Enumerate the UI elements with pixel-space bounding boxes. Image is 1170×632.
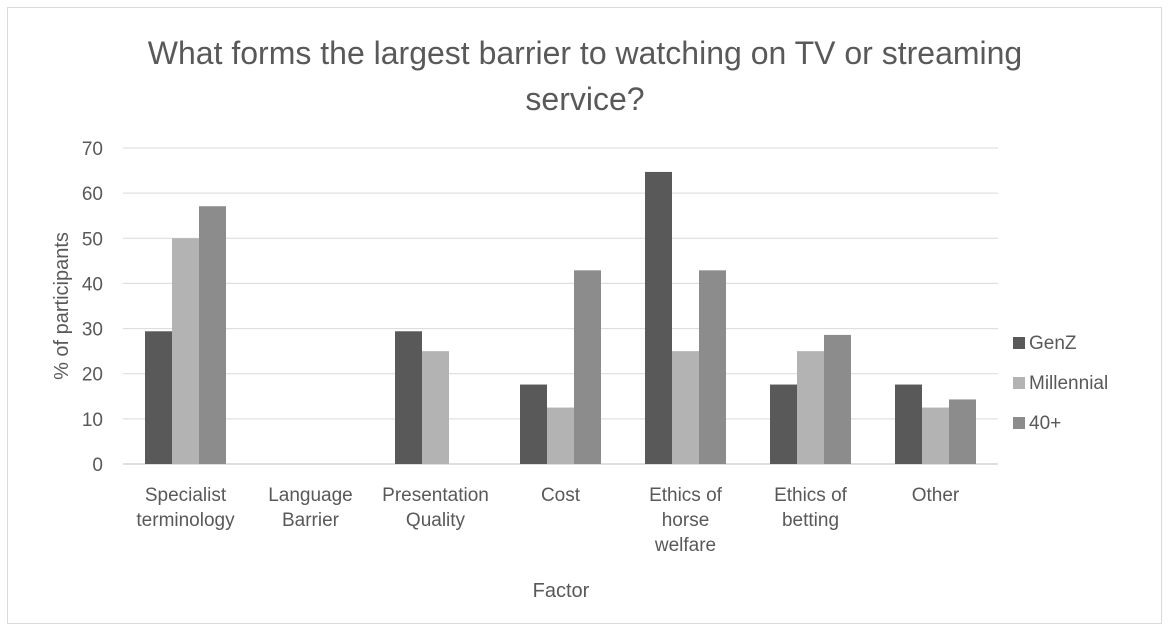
x-tick-label: betting — [782, 510, 839, 531]
x-axis-title: Factor — [533, 580, 590, 602]
x-tick-label: Ethics of — [649, 485, 723, 506]
y-tick-label: 0 — [92, 455, 103, 476]
y-tick-label: 70 — [82, 139, 103, 160]
bar — [824, 334, 851, 464]
legend-swatch — [1013, 417, 1025, 429]
legend-swatch — [1013, 377, 1025, 389]
bar — [770, 384, 797, 464]
bar — [395, 331, 422, 464]
y-tick-label: 40 — [82, 274, 103, 295]
x-tick-label: Language — [268, 485, 353, 506]
x-tick-label: Barrier — [282, 510, 340, 531]
bar — [797, 351, 824, 464]
bar — [699, 270, 726, 464]
x-tick-label: terminology — [136, 510, 235, 531]
x-tick-label: welfare — [654, 535, 716, 556]
x-tick-label: Other — [912, 485, 960, 506]
chart-title: service? — [525, 81, 644, 117]
bar — [645, 171, 672, 464]
bar — [672, 351, 699, 464]
legend-label: 40+ — [1029, 413, 1061, 434]
bar — [574, 270, 601, 464]
legend-label: Millennial — [1029, 373, 1108, 394]
x-tick-label: Specialist — [145, 485, 227, 506]
bar — [199, 206, 226, 464]
x-tick-label: Presentation — [382, 485, 489, 506]
y-axis-title: % of participants — [51, 232, 73, 380]
bar — [895, 384, 922, 464]
legend-swatch — [1013, 337, 1025, 349]
x-tick-label: Quality — [406, 510, 466, 531]
bar — [520, 384, 547, 464]
bar — [949, 399, 976, 464]
bar — [922, 407, 949, 464]
bar — [422, 351, 449, 464]
x-tick-label: Ethics of — [774, 485, 848, 506]
bar — [172, 238, 199, 464]
y-tick-label: 30 — [82, 320, 103, 341]
chart-title: What forms the largest barrier to watchi… — [148, 35, 1022, 71]
y-tick-label: 10 — [82, 410, 103, 431]
x-tick-label: horse — [662, 510, 710, 531]
y-tick-label: 20 — [82, 365, 103, 386]
y-tick-label: 60 — [82, 184, 103, 205]
bar — [145, 331, 172, 464]
bar — [547, 407, 574, 464]
x-tick-label: Cost — [541, 485, 581, 506]
y-tick-label: 50 — [82, 229, 103, 250]
legend-label: GenZ — [1029, 333, 1077, 354]
